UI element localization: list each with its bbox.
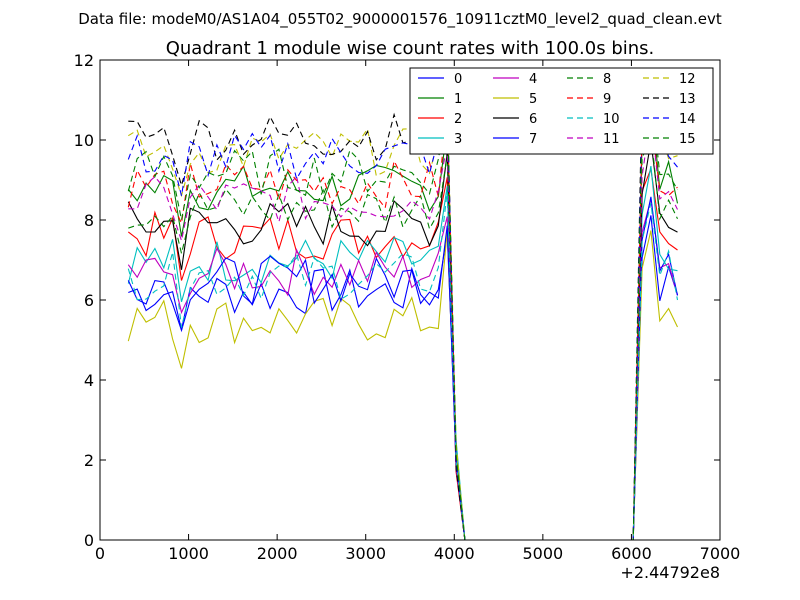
- series-line-1: [127, 97, 679, 541]
- series-line-7: [127, 196, 679, 541]
- legend-label-12: 12: [679, 72, 696, 87]
- legend-label-7: 7: [529, 132, 537, 147]
- legend-label-3: 3: [454, 132, 462, 147]
- legend-label-2: 2: [454, 112, 462, 127]
- series-line-8: [128, 132, 678, 541]
- x-tick-label: 1000: [168, 544, 209, 563]
- legend-label-13: 13: [679, 92, 696, 107]
- y-tick-label: 10: [74, 131, 94, 150]
- series-line-0: [128, 215, 679, 541]
- legend-label-9: 9: [603, 92, 611, 107]
- x-tick-label: 2000: [257, 544, 298, 563]
- series-line-10: [127, 192, 679, 541]
- x-tick-label: 5000: [522, 544, 563, 563]
- series-line-12: [128, 80, 678, 541]
- y-tick-label: 4: [84, 371, 94, 390]
- series-line-5: [127, 230, 678, 541]
- x-tick-label: 7000: [700, 544, 741, 563]
- legend-label-1: 1: [454, 92, 462, 107]
- x-tick-label: 4000: [434, 544, 475, 563]
- legend-label-8: 8: [603, 72, 611, 87]
- y-tick-label: 12: [74, 51, 94, 70]
- legend-label-4: 4: [529, 72, 537, 87]
- legend-label-5: 5: [529, 92, 537, 107]
- y-tick-label: 8: [84, 211, 94, 230]
- legend-label-11: 11: [603, 132, 620, 147]
- y-tick-label: 0: [84, 531, 94, 550]
- chart-suptitle: Data file: modeM0/AS1A04_055T02_90000015…: [78, 10, 722, 29]
- series-line-15: [127, 88, 678, 541]
- series-line-11: [128, 114, 678, 541]
- chart-title: Quadrant 1 module wise count rates with …: [166, 38, 655, 59]
- series-line-4: [127, 198, 679, 541]
- legend-label-0: 0: [454, 72, 462, 87]
- x-tick-label: 0: [95, 544, 105, 563]
- y-tick-label: 2: [84, 451, 94, 470]
- legend-frame: [409, 67, 714, 155]
- x-tick-label: 6000: [611, 544, 652, 563]
- legend-label-6: 6: [529, 112, 537, 127]
- series-line-6: [127, 141, 678, 541]
- legend-label-10: 10: [603, 112, 620, 127]
- x-offset-label: +2.44792e8: [620, 563, 720, 582]
- series-line-2: [127, 166, 678, 541]
- x-tick-label: 3000: [345, 544, 386, 563]
- legend-label-14: 14: [679, 112, 696, 127]
- y-tick-label: 6: [84, 291, 94, 310]
- legend-label-15: 15: [679, 132, 696, 147]
